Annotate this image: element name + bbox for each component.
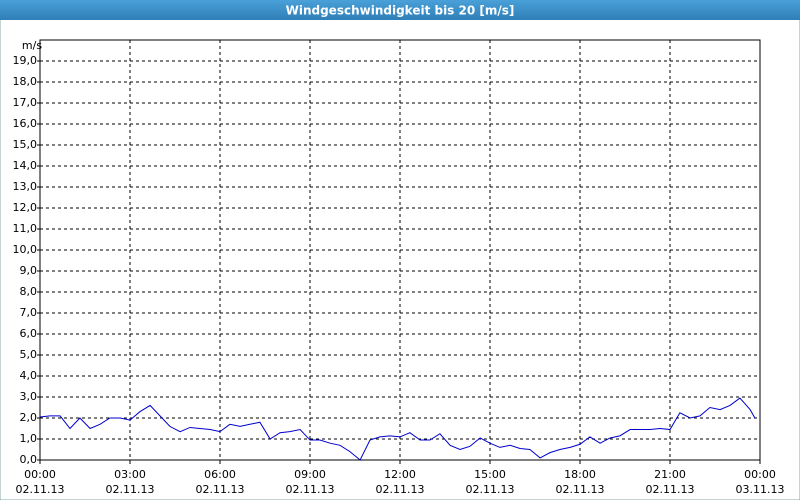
x-tick-date: 02.11.13 [466,483,515,496]
x-tick-label: 03:00 [114,468,146,481]
x-tick-label: 12:00 [384,468,416,481]
y-tick-label: 2,0 [20,411,38,424]
x-tick-label: 06:00 [204,468,236,481]
x-tick-date: 02.11.13 [106,483,155,496]
x-tick-label: 00:00 [24,468,56,481]
x-tick-label: 15:00 [474,468,506,481]
y-tick-label: 7,0 [20,306,38,319]
y-tick-label: 5,0 [20,348,38,361]
y-tick-label: 9,0 [20,264,38,277]
y-tick-label: 8,0 [20,285,38,298]
x-tick-date: 02.11.13 [556,483,605,496]
x-tick-label: 00:00 [744,468,776,481]
x-tick-date: 02.11.13 [196,483,245,496]
y-tick-label: 13,0 [13,180,38,193]
x-tick-date: 02.11.13 [376,483,425,496]
x-tick-date: 03.11.13 [736,483,785,496]
y-tick-label: 6,0 [20,327,38,340]
y-tick-label: 18,0 [13,75,38,88]
y-tick-label: 17,0 [13,96,38,109]
title-bar [0,0,800,20]
y-tick-label: 12,0 [13,201,38,214]
y-axis-label: m/s [22,39,42,52]
x-tick-date: 02.11.13 [286,483,335,496]
y-tick-label: 15,0 [13,138,38,151]
x-tick-date: 02.11.13 [646,483,695,496]
y-tick-label: 19,0 [13,54,38,67]
y-tick-label: 14,0 [13,159,38,172]
y-tick-label: 10,0 [13,243,38,256]
y-tick-label: 11,0 [13,222,38,235]
data-line [39,397,756,461]
y-tick-label: 1,0 [20,432,38,445]
y-tick-label: 16,0 [13,117,38,130]
y-tick-label: 4,0 [20,369,38,382]
x-tick-label: 21:00 [654,468,686,481]
plot-frame [39,39,761,461]
x-tick-date: 02.11.13 [16,483,65,496]
y-tick-label: 3,0 [20,390,38,403]
x-tick-label: 09:00 [294,468,326,481]
y-tick-label: 0,0 [20,453,38,466]
chart-title: Windgeschwindigkeit bis 20 [m/s] [286,4,515,18]
x-tick-label: 18:00 [564,468,596,481]
